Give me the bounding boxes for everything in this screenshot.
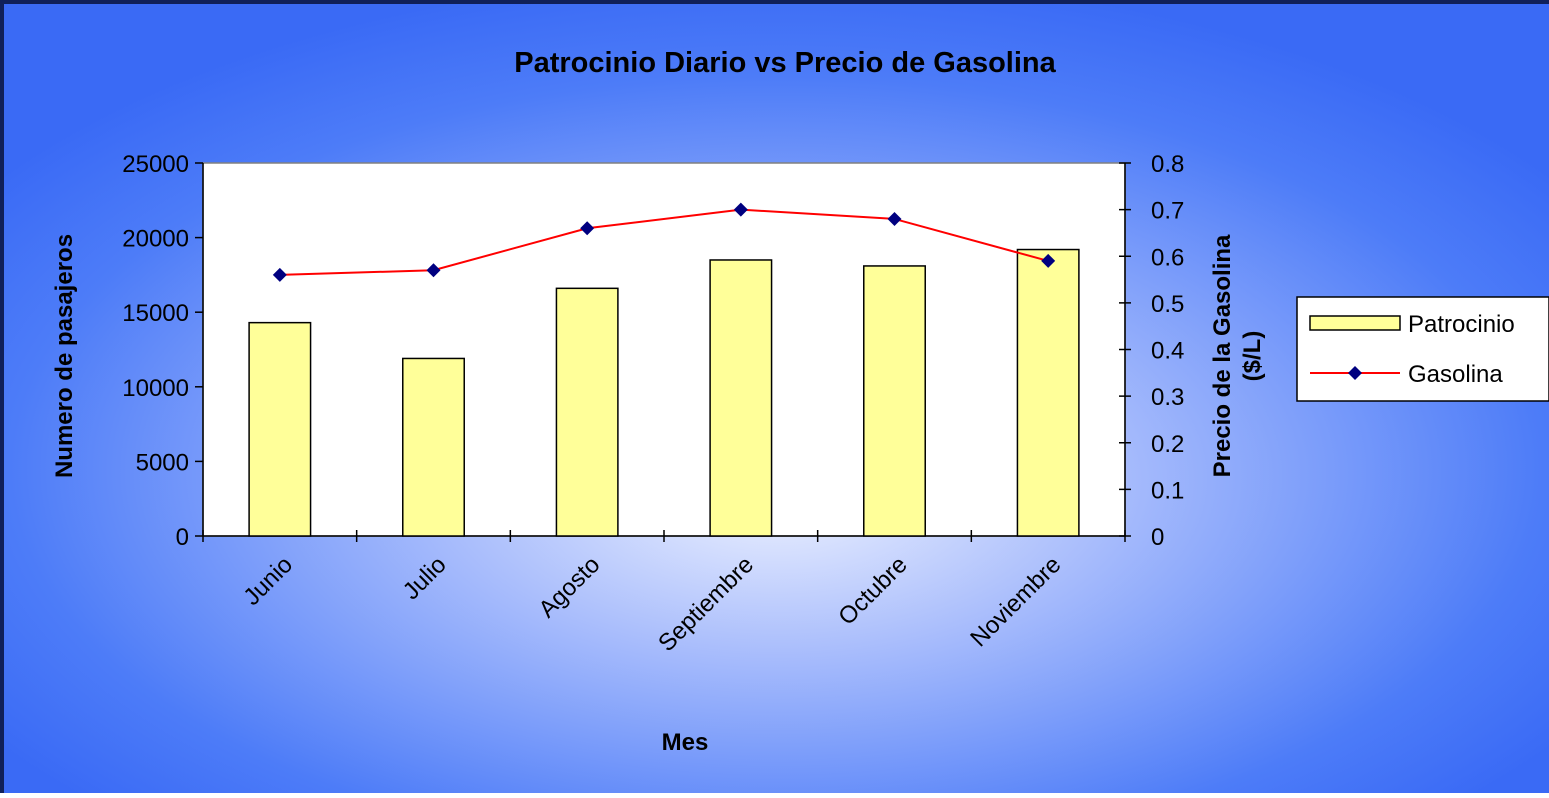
y-tick-label: 20000 bbox=[122, 226, 189, 253]
y2-tick-label: 0.8 bbox=[1151, 151, 1184, 178]
y-tick-label: 15000 bbox=[122, 300, 189, 327]
y2-tick-label: 0.2 bbox=[1151, 431, 1184, 458]
y-tick-label: 10000 bbox=[122, 375, 189, 402]
y2-tick-label: 0.4 bbox=[1151, 338, 1184, 365]
y2-tick-label: 0 bbox=[1151, 524, 1164, 551]
legend bbox=[1296, 296, 1549, 402]
y-tick-label: 5000 bbox=[136, 449, 189, 476]
plot-area bbox=[202, 162, 1126, 537]
legend-label: Patrocinio bbox=[1408, 311, 1515, 338]
y2-tick-label: 0.7 bbox=[1151, 198, 1184, 225]
y2-axis-label: Precio de la Gasolina bbox=[1209, 234, 1236, 477]
marker bbox=[887, 211, 902, 226]
marker bbox=[733, 202, 748, 217]
legend-swatch bbox=[1309, 315, 1401, 331]
x-axis-label: Mes bbox=[662, 729, 709, 756]
y-tick-label: 0 bbox=[176, 524, 189, 551]
bar bbox=[709, 259, 773, 537]
y2-tick-label: 0.1 bbox=[1151, 477, 1184, 504]
y2-tick-label: 0.5 bbox=[1151, 291, 1184, 318]
legend-marker bbox=[1348, 366, 1362, 380]
y2-tick-label: 0.3 bbox=[1151, 384, 1184, 411]
marker bbox=[426, 263, 441, 278]
line bbox=[279, 208, 1049, 276]
marker bbox=[272, 267, 287, 282]
y-axis-label: Numero de pasajeros bbox=[51, 234, 78, 478]
bar bbox=[402, 357, 465, 537]
marker bbox=[1041, 253, 1056, 268]
marker bbox=[580, 221, 595, 236]
bar bbox=[248, 321, 312, 537]
bar bbox=[555, 287, 619, 537]
y2-tick-label: 0.6 bbox=[1151, 244, 1184, 271]
bar bbox=[1016, 248, 1080, 537]
y2-axis-label: ($/L) bbox=[1239, 331, 1266, 382]
y-tick-label: 25000 bbox=[122, 151, 189, 178]
legend-label: Gasolina bbox=[1408, 361, 1503, 388]
chart-title: Patrocinio Diario vs Precio de Gasolina bbox=[514, 47, 1056, 79]
bar bbox=[863, 265, 926, 537]
